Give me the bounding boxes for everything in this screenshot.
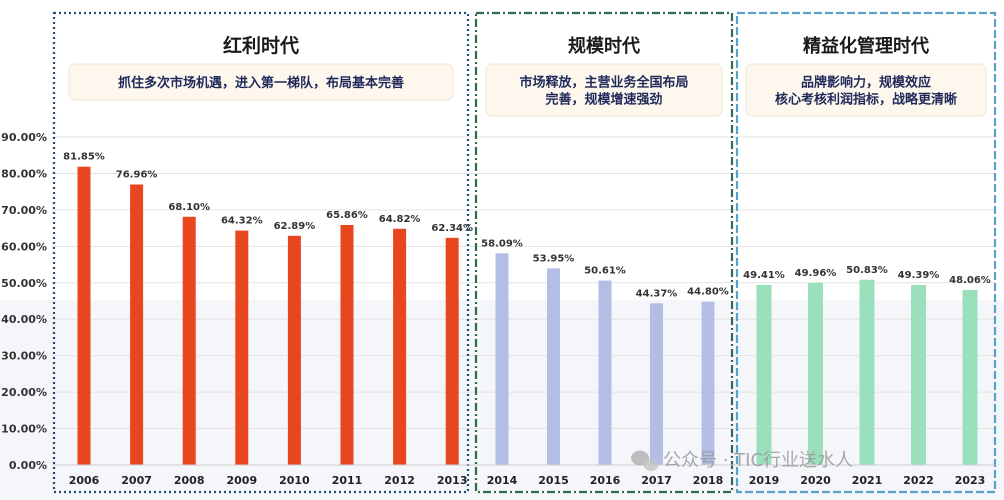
data-label: 64.32% (221, 216, 263, 227)
period-frame (52, 11, 470, 494)
period-desc-box (745, 63, 987, 117)
x-tick-label: 2019 (749, 474, 780, 487)
y-tick-label: 90.00% (1, 131, 47, 144)
data-label: 49.96% (795, 268, 837, 279)
bar (130, 184, 144, 465)
watermark: 公众号 · TIC行业送水人 (663, 450, 853, 471)
data-label: 50.83% (846, 265, 888, 276)
y-tick-label: 60.00% (1, 240, 47, 253)
bar (859, 279, 875, 465)
bar (182, 216, 196, 465)
bar (911, 285, 926, 465)
bar (393, 228, 407, 465)
data-label: 53.95% (533, 253, 575, 264)
bar (287, 235, 301, 465)
period-title: 精益化管理时代 (803, 35, 929, 57)
x-tick-label: 2011 (332, 474, 363, 487)
wechat-icon-bubble (631, 450, 649, 466)
x-tick-label: 2007 (121, 474, 152, 487)
data-label: 49.39% (898, 270, 940, 281)
x-tick-label: 2014 (487, 474, 518, 487)
bar (962, 289, 978, 465)
y-tick-label: 50.00% (1, 277, 47, 290)
period-title: 规模时代 (568, 35, 640, 57)
data-label: 76.96% (116, 170, 158, 181)
period-desc-box (485, 63, 723, 117)
period-desc: 抓住多次市场机遇，进入第一梯队，布局基本完善 (118, 75, 404, 91)
data-label: 65.86% (326, 210, 368, 221)
bar (495, 253, 509, 465)
x-tick-label: 2015 (538, 474, 569, 487)
bar (547, 268, 560, 465)
period-desc: 品牌影响力，规模效应 (801, 75, 931, 91)
x-tick-label: 2012 (384, 474, 415, 487)
bar (650, 303, 663, 465)
data-label: 62.34% (431, 223, 473, 234)
data-label: 81.85% (63, 152, 105, 163)
wechat-icon (631, 450, 659, 471)
x-tick-label: 2013 (437, 474, 468, 487)
x-tick-label: 2022 (903, 474, 934, 487)
y-tick-label: 30.00% (1, 350, 47, 363)
bar (701, 301, 715, 465)
bar (235, 230, 249, 465)
data-label: 44.37% (636, 288, 678, 299)
period-frame (474, 11, 734, 494)
y-tick-label: 20.00% (1, 386, 47, 399)
data-label: 44.80% (687, 287, 729, 298)
x-tick-label: 2008 (174, 474, 205, 487)
period-desc: 市场释放，主营业务全国布局 (519, 75, 688, 91)
period-frame (735, 11, 997, 494)
bar (598, 280, 612, 465)
y-tick-label: 80.00% (1, 167, 47, 180)
data-label: 50.61% (584, 266, 626, 277)
y-tick-label: 70.00% (1, 204, 47, 217)
data-label: 48.06% (949, 275, 991, 286)
x-tick-label: 2020 (800, 474, 831, 487)
x-tick-label: 2018 (693, 474, 724, 487)
bar (77, 166, 91, 466)
period-desc: 完善，规模增速强劲 (545, 92, 662, 108)
bar (808, 282, 823, 465)
x-tick-label: 2017 (641, 474, 672, 487)
x-tick-label: 2006 (69, 474, 100, 487)
x-tick-label: 2016 (590, 474, 621, 487)
x-tick-label: 2010 (279, 474, 310, 487)
x-tick-label: 2021 (852, 474, 883, 487)
data-label: 62.89% (274, 221, 316, 232)
y-tick-label: 10.00% (1, 423, 47, 436)
y-tick-label: 0.00% (9, 459, 47, 472)
y-tick-label: 40.00% (1, 313, 47, 326)
data-label: 64.82% (379, 214, 421, 225)
period-title: 红利时代 (223, 34, 299, 57)
data-label: 58.09% (481, 238, 523, 249)
bar (445, 237, 459, 465)
x-tick-label: 2009 (226, 474, 257, 487)
bar (756, 284, 772, 465)
x-tick-label: 2023 (955, 474, 986, 487)
data-label: 49.41% (743, 270, 785, 281)
wechat-icon-bubble (643, 459, 659, 471)
data-label: 68.10% (168, 202, 210, 213)
bar (340, 224, 354, 465)
period-desc: 核心考核利润指标，战略更清晰 (775, 92, 957, 108)
period-desc-box (68, 63, 454, 101)
